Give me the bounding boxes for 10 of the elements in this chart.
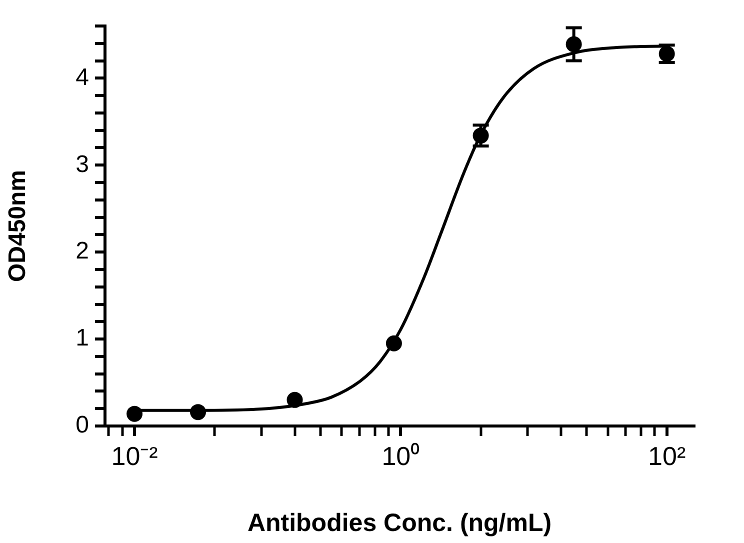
x-tick-label: 10⁻² bbox=[111, 440, 158, 471]
x-axis-title: Antibodies Conc. (ng/mL) bbox=[247, 508, 552, 537]
x-tick-label: 10² bbox=[648, 440, 686, 471]
x-tick-label: 10⁰ bbox=[382, 440, 420, 471]
y-tick-label: 0 bbox=[76, 412, 89, 439]
y-axis-title: OD450nm bbox=[4, 170, 32, 282]
y-tick-label: 3 bbox=[76, 150, 89, 178]
y-tick-label: 2 bbox=[76, 238, 89, 265]
y-tick-label: 4 bbox=[76, 64, 89, 91]
y-tick-label: 1 bbox=[76, 324, 89, 352]
